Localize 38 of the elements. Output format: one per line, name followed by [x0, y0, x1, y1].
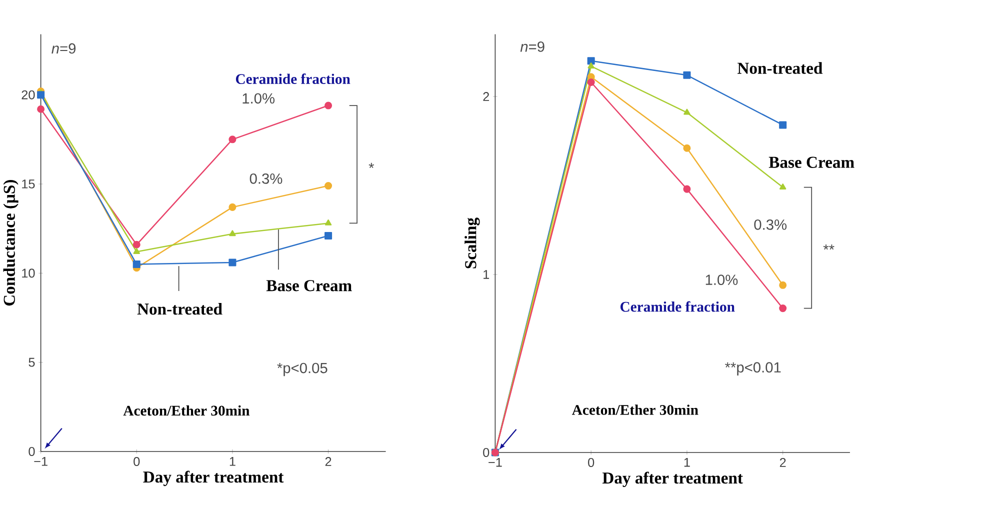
- x-tick-label: −1: [488, 458, 502, 467]
- series-label: Base Cream: [768, 156, 854, 168]
- x-tick-label: 1: [230, 457, 236, 466]
- y-axis-title: Conductance (μS): [3, 180, 18, 306]
- x-axis-title: Day after treatment: [602, 472, 743, 488]
- x-axis-title: Day after treatment: [143, 470, 284, 486]
- y-tick-label: 0: [28, 447, 35, 456]
- y-tick-label: 2: [483, 92, 490, 101]
- y-tick-label: 5: [28, 358, 35, 367]
- y-tick-label: 0: [483, 448, 490, 458]
- annotation: Aceton/Ether 30min: [123, 405, 250, 416]
- y-tick-label: 20: [22, 90, 35, 100]
- x-tick-label: 2: [780, 458, 786, 467]
- annotation: n=9: [520, 42, 544, 52]
- series-label: 0.3%: [250, 173, 282, 184]
- y-tick-label: 1: [484, 270, 490, 279]
- annotation: Aceton/Ether 30min: [572, 404, 698, 415]
- x-tick-label: 0: [588, 458, 594, 468]
- x-tick-label: 2: [325, 457, 332, 466]
- annotation: Ceramide fraction: [236, 74, 350, 84]
- x-tick-label: 0: [134, 457, 140, 466]
- x-tick-label: −1: [34, 457, 48, 466]
- series-label: 1.0%: [706, 274, 738, 286]
- y-tick-label: 10: [22, 268, 35, 278]
- y-axis-title: Scaling: [464, 218, 480, 268]
- annotation: **: [823, 244, 834, 250]
- annotation: *p<0.05: [277, 362, 328, 376]
- annotation: n=9: [52, 43, 76, 54]
- series-label: Non-treated: [738, 62, 823, 74]
- series-label: 0.3%: [754, 219, 787, 230]
- annotation: *: [368, 162, 374, 168]
- y-tick-label: 15: [22, 180, 35, 188]
- annotation: Ceramide fraction: [620, 301, 735, 312]
- x-tick-label: 1: [684, 458, 690, 467]
- annotation: **p<0.01: [725, 362, 781, 376]
- text: Non-treated: [137, 303, 222, 315]
- series-label: 1.0%: [242, 93, 275, 104]
- text: Base Cream: [266, 280, 352, 292]
